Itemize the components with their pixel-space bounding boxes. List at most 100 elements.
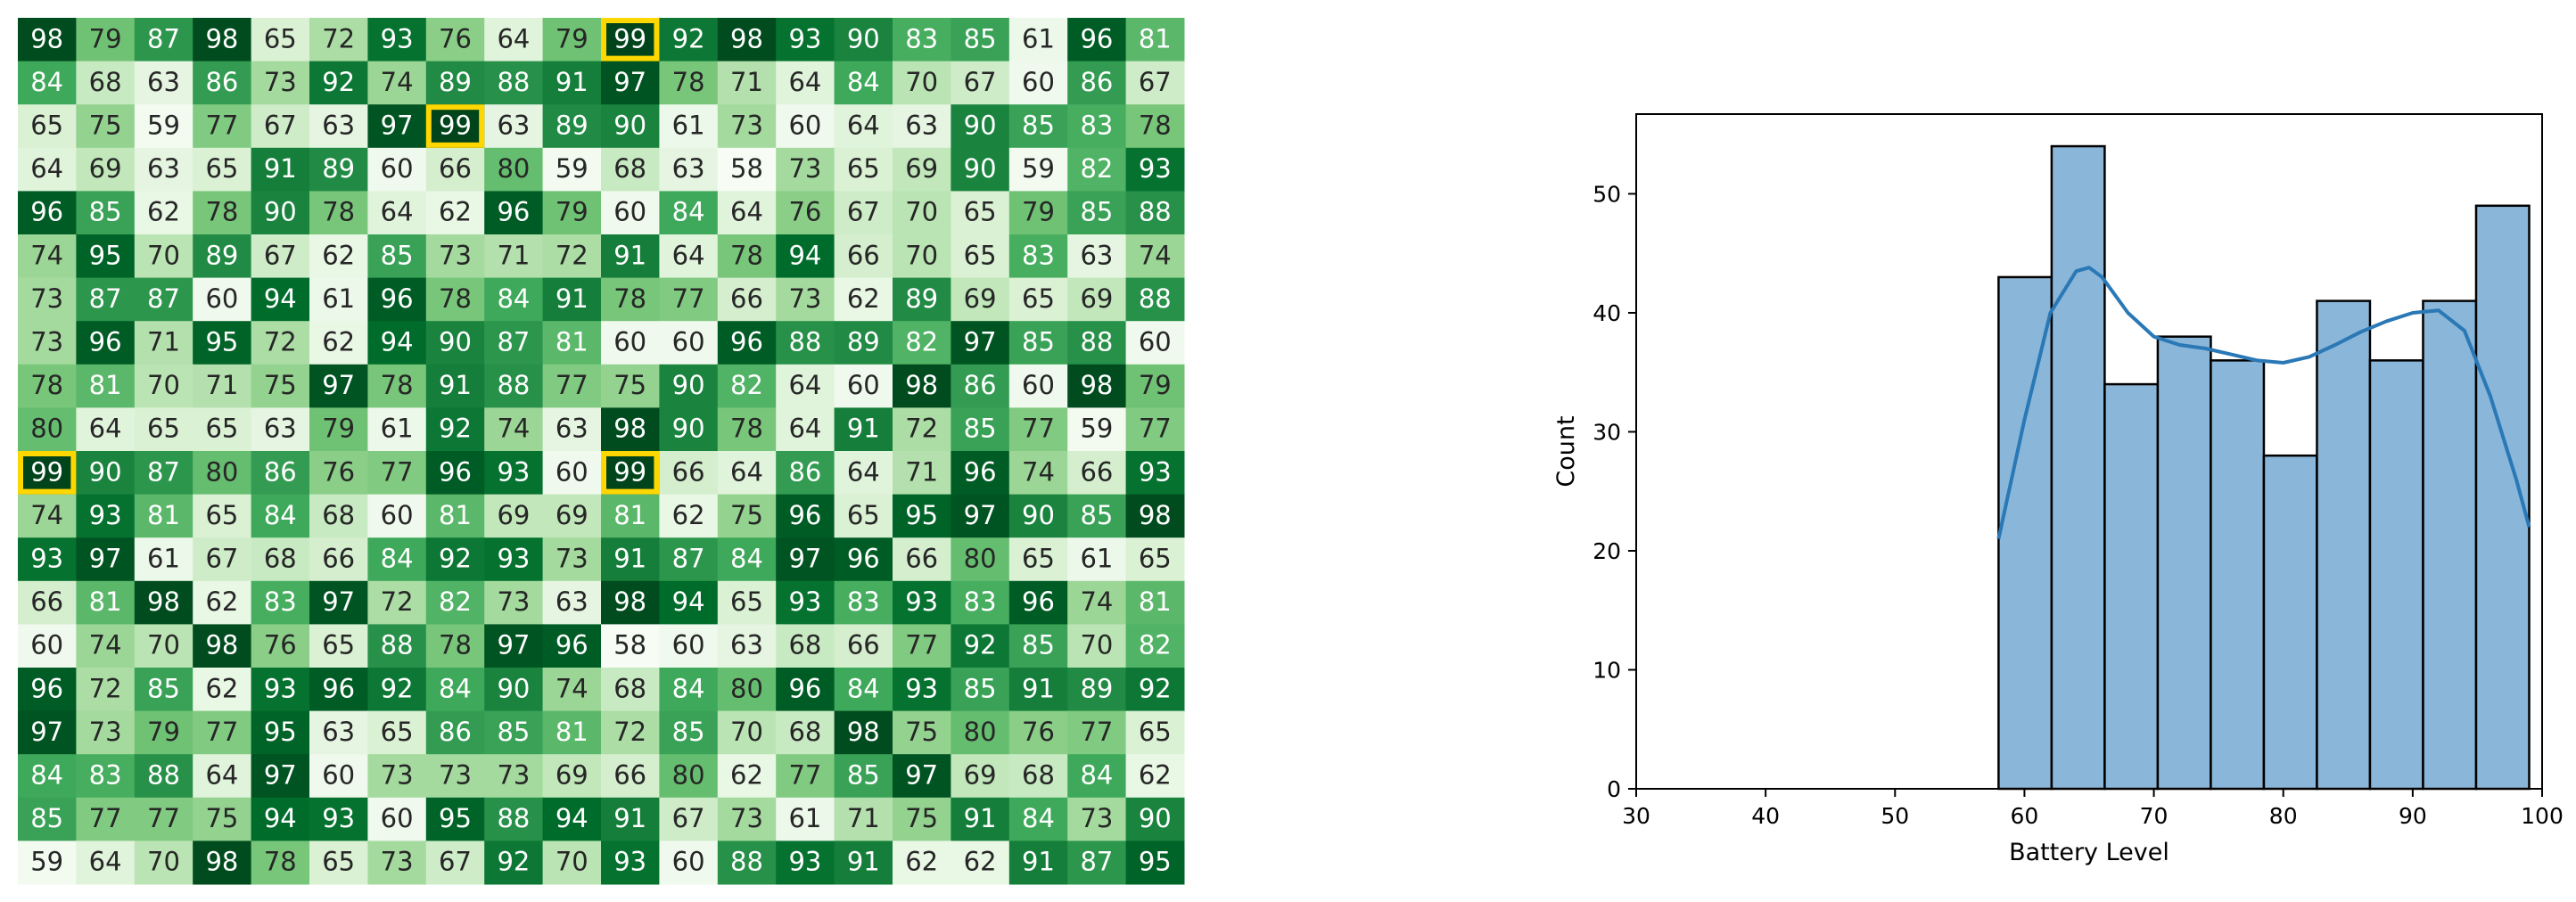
heatmap-cell-label: 92 — [672, 23, 705, 53]
heatmap-cell-label: 68 — [788, 630, 821, 660]
heatmap-cell — [1008, 321, 1068, 365]
heatmap-cell-label: 70 — [147, 847, 180, 877]
x-tick-label: 90 — [2399, 803, 2427, 829]
heatmap-cell-label: 91 — [613, 544, 646, 574]
heatmap-cell — [717, 580, 777, 625]
heatmap-cell-label: 77 — [1022, 414, 1055, 444]
heatmap-cell-label: 61 — [381, 414, 414, 444]
heatmap-cell-label: 77 — [381, 456, 414, 487]
heatmap-cell — [18, 494, 77, 538]
heatmap-cell — [134, 104, 193, 149]
heatmap-cell-label: 92 — [322, 67, 355, 97]
heatmap-cell — [1125, 407, 1185, 452]
y-tick-label: 40 — [1593, 300, 1621, 326]
heatmap-cell-label: 79 — [322, 414, 355, 444]
heatmap-cell — [951, 234, 1010, 279]
heatmap-cell — [18, 191, 77, 235]
heatmap-cell-label: 62 — [322, 240, 355, 270]
heatmap-cell — [18, 451, 77, 496]
heatmap-cell — [76, 234, 136, 279]
heatmap-cell-label: 63 — [1080, 240, 1113, 270]
heatmap-cell — [251, 710, 310, 755]
heatmap-cell-label: 74 — [89, 630, 122, 660]
heatmap-cell — [1008, 18, 1068, 62]
heatmap-cell-label: 98 — [205, 847, 238, 877]
heatmap-cell — [484, 668, 544, 712]
heatmap-cell-label: 84 — [1022, 803, 1055, 833]
heatmap-cell — [834, 191, 893, 235]
heatmap-cell-label: 83 — [264, 586, 297, 617]
heatmap-cell-label: 76 — [439, 23, 472, 53]
heatmap-cell-label: 90 — [847, 23, 880, 53]
heatmap-cell-label: 81 — [556, 717, 588, 747]
heatmap-cell — [251, 537, 310, 582]
heatmap-cell-label: 75 — [905, 803, 938, 833]
heatmap-cell — [367, 407, 427, 452]
heatmap-cell-label: 63 — [147, 67, 180, 97]
heatmap-cell — [309, 710, 368, 755]
heatmap-cell — [193, 407, 252, 452]
heatmap-cell — [76, 191, 136, 235]
heatmap-cell-label: 80 — [497, 153, 530, 184]
heatmap-cell-label: 80 — [672, 760, 705, 791]
heatmap-cell-label: 60 — [556, 456, 588, 487]
heatmap-cell — [18, 754, 77, 799]
heatmap-cell-label: 83 — [847, 586, 880, 617]
heatmap-cell-label: 75 — [205, 803, 238, 833]
heatmap-cell — [309, 494, 368, 538]
heatmap-cell-label: 85 — [1080, 500, 1113, 530]
heatmap-cell — [601, 624, 660, 668]
heatmap-cell — [309, 797, 368, 841]
heatmap-cell-label: 68 — [788, 717, 821, 747]
heatmap-cell-label: 75 — [89, 111, 122, 141]
heatmap-cell — [425, 668, 485, 712]
heatmap-cell-label: 64 — [788, 67, 821, 97]
y-tick-label: 10 — [1593, 657, 1621, 683]
heatmap-cell — [776, 104, 835, 149]
heatmap-cell-label: 93 — [905, 586, 938, 617]
heatmap-cell — [951, 451, 1010, 496]
heatmap-cell-label: 77 — [147, 803, 180, 833]
heatmap-cell-label: 58 — [613, 630, 646, 660]
kde-line — [1996, 266, 2531, 540]
heatmap-cell-label: 87 — [89, 283, 122, 314]
heatmap-cell — [309, 191, 368, 235]
heatmap-cell — [1008, 580, 1068, 625]
heatmap-cell — [309, 277, 368, 322]
heatmap-cell — [1125, 624, 1185, 668]
heatmap-cell-label: 60 — [381, 500, 414, 530]
x-tick-label: 100 — [2521, 803, 2564, 829]
heatmap-cell-label: 60 — [205, 283, 238, 314]
heatmap-cell — [367, 451, 427, 496]
heatmap-cell-label: 93 — [1139, 153, 1172, 184]
heatmap-cell-label: 85 — [1080, 197, 1113, 227]
heatmap-cell-label: 90 — [672, 370, 705, 400]
heatmap-cell — [542, 494, 602, 538]
heatmap-cell — [601, 364, 660, 408]
heatmap-cell-label: 87 — [1080, 847, 1113, 877]
heatmap-cell — [717, 451, 777, 496]
heatmap-cell-label: 65 — [147, 414, 180, 444]
heatmap-cell-label: 96 — [730, 327, 763, 357]
heatmap-cell-label: 70 — [147, 370, 180, 400]
heatmap-cell — [951, 364, 1010, 408]
heatmap-cell-label: 83 — [89, 760, 122, 791]
heatmap-cell-label: 77 — [89, 803, 122, 833]
heatmap-cell-label: 69 — [497, 500, 530, 530]
x-tick-label: 60 — [2011, 803, 2039, 829]
heatmap-cell-label: 63 — [147, 153, 180, 184]
heatmap-cell — [1067, 61, 1127, 105]
heatmap-cell-label: 64 — [788, 370, 821, 400]
heatmap-cell-label: 93 — [381, 23, 414, 53]
heatmap-cell-label: 64 — [497, 23, 530, 53]
heatmap-cell-label: 79 — [1139, 370, 1172, 400]
heatmap-cell — [367, 580, 427, 625]
max-value-highlight — [601, 18, 660, 62]
heatmap-cell — [659, 277, 719, 322]
heatmap-cell-label: 86 — [264, 456, 297, 487]
heatmap-cell-label: 96 — [1080, 23, 1113, 53]
heatmap-cell-label: 74 — [556, 673, 588, 703]
heatmap-cell — [134, 364, 193, 408]
heatmap-cell — [717, 668, 777, 712]
heatmap-cell-label: 78 — [205, 197, 238, 227]
